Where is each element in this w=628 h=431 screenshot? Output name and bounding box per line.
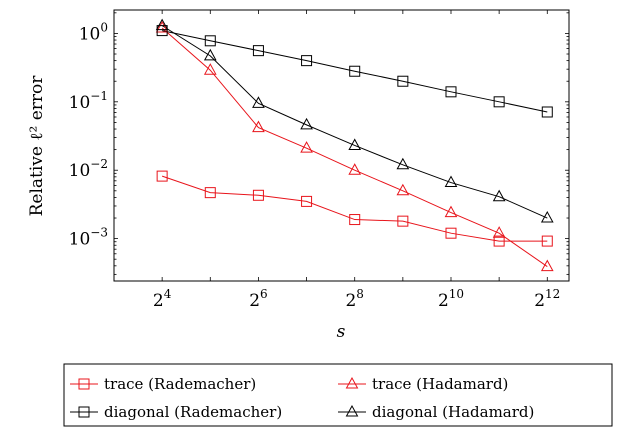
axis-ticks (114, 10, 569, 281)
data-point (300, 117, 313, 130)
data-point (300, 141, 313, 153)
data-point (252, 96, 265, 108)
series-line (161, 27, 548, 267)
data-point (492, 226, 506, 238)
data-point (444, 175, 458, 188)
data-point (349, 65, 361, 77)
legend-swatch-marker (78, 406, 90, 418)
data-point (204, 35, 216, 47)
legend-swatch-marker (345, 376, 359, 389)
data-point (493, 96, 505, 108)
data-point (301, 195, 313, 207)
legend-label: diagonal (Rademacher) (104, 403, 282, 421)
y-tick-label: 10−1 (69, 89, 108, 113)
x-tick-label: 26 (249, 287, 267, 311)
data-point (348, 163, 362, 175)
legend-swatch-marker (78, 378, 90, 390)
data-point (301, 55, 313, 67)
x-tick-label: 210 (438, 287, 464, 311)
y-tick-label: 10−2 (69, 157, 108, 181)
series-line (162, 30, 548, 113)
legend-swatch-marker (345, 404, 359, 417)
series-lines (161, 25, 548, 267)
data-point (492, 189, 506, 202)
series-line (161, 175, 548, 242)
legend-label: trace (Hadamard) (372, 375, 508, 393)
data-point (397, 215, 409, 227)
data-point (541, 106, 553, 118)
data-point (445, 227, 457, 239)
x-tick-label: 212 (534, 287, 560, 311)
series-markers (155, 18, 554, 272)
data-point (540, 259, 554, 272)
legend-label: trace (Rademacher) (104, 375, 256, 393)
y-axis-label: Relative ℓ² error (27, 75, 47, 217)
data-point (203, 63, 217, 75)
legend-label: diagonal (Hadamard) (372, 403, 534, 421)
data-point (493, 235, 505, 247)
data-point (397, 75, 409, 87)
data-point (155, 20, 169, 33)
plot-frame (113, 9, 570, 282)
x-axis-label: s (337, 322, 346, 342)
series-line (161, 25, 548, 219)
data-point (540, 210, 554, 223)
data-point (444, 205, 458, 218)
data-point (348, 138, 362, 150)
data-point (155, 18, 169, 31)
data-point (396, 183, 410, 196)
y-tick-label: 10−3 (69, 226, 108, 250)
legend-box (63, 363, 613, 427)
data-point (156, 170, 168, 182)
data-point (252, 45, 264, 57)
data-point (252, 120, 265, 133)
data-point (156, 25, 168, 37)
data-point (252, 189, 264, 201)
x-tick-label: 28 (345, 287, 363, 311)
data-point (203, 48, 217, 61)
data-point (445, 86, 457, 98)
x-tick-label: 24 (153, 287, 172, 311)
data-point (541, 235, 553, 247)
legend: trace (Rademacher) trace (Hadamard) diagon… (63, 363, 613, 427)
data-point (396, 157, 410, 170)
data-point (204, 187, 216, 199)
tick-labels: 24 26 28 210 212 100 10−1 10−2 10−3 (69, 20, 561, 311)
data-point (349, 214, 361, 226)
y-tick-label: 100 (79, 20, 108, 44)
